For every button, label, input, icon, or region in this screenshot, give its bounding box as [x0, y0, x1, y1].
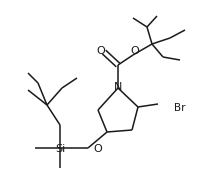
- Text: Br: Br: [174, 103, 185, 113]
- Text: Si: Si: [55, 144, 65, 154]
- Text: N: N: [114, 82, 122, 92]
- Text: O: O: [97, 46, 105, 56]
- Text: O: O: [131, 46, 139, 56]
- Text: O: O: [93, 144, 102, 154]
